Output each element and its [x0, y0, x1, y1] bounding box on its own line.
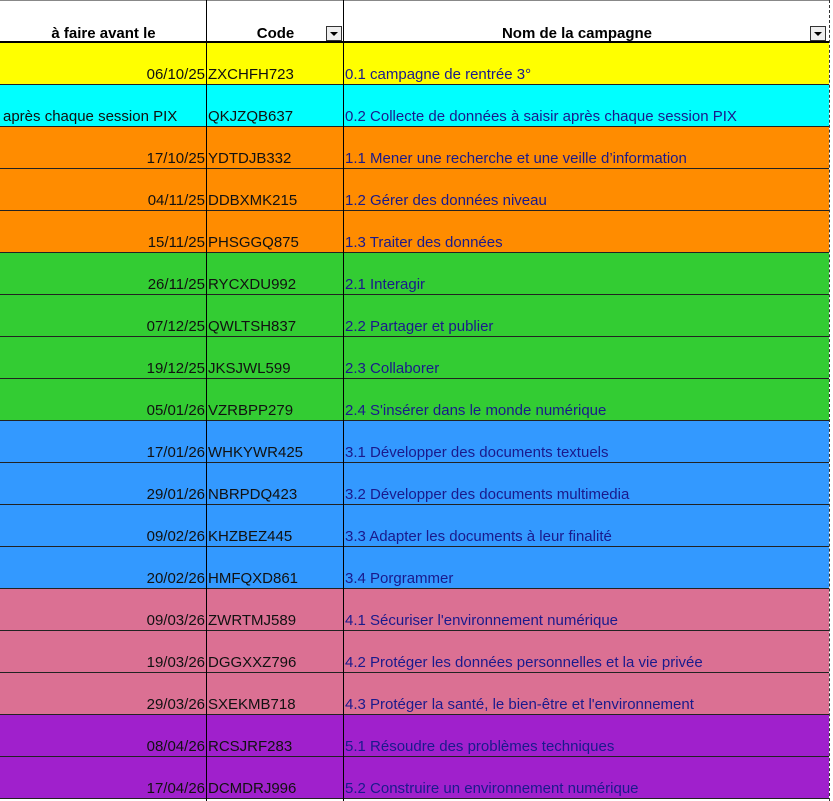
filter-dropdown-name-icon[interactable] [810, 26, 826, 41]
cell-campaign-name[interactable]: 0.1 campagne de rentrée 3° [345, 66, 532, 83]
header-campaign-name[interactable]: Nom de la campagne [501, 25, 653, 42]
cell-campaign-name[interactable]: 2.3 Collaborer [345, 360, 440, 377]
table-row: 09/03/26 ZWRTMJ589 4.1 Sécuriser l'envir… [0, 589, 829, 631]
cell-date[interactable]: 17/04/26 [146, 780, 205, 797]
cell-campaign-name[interactable]: 2.4 S'insérer dans le monde numérique [345, 402, 607, 419]
table-row: 08/04/26 RCSJRF283 5.1 Résoudre des prob… [0, 715, 829, 757]
cell-campaign-name[interactable]: 5.1 Résoudre des problèmes techniques [345, 738, 615, 755]
table-row: 29/01/26 NBRPDQ423 3.2 Développer des do… [0, 463, 829, 505]
cell-code[interactable]: NBRPDQ423 [208, 486, 298, 503]
header-code[interactable]: Code [256, 25, 295, 42]
cell-campaign-name[interactable]: 3.2 Développer des documents multimedia [345, 486, 630, 503]
cell-campaign-name[interactable]: 1.2 Gérer des données niveau [345, 192, 547, 209]
cell-date[interactable]: 20/02/26 [146, 570, 205, 587]
table-row: 15/11/25 PHSGGQ875 1.3 Traiter des donné… [0, 211, 829, 253]
header-date[interactable]: à faire avant le [51, 25, 156, 42]
cell-date[interactable]: 26/11/25 [147, 276, 205, 293]
cell-campaign-name[interactable]: 1.1 Mener une recherche et une veille d’… [345, 150, 687, 167]
cell-date[interactable]: 19/12/25 [146, 360, 205, 377]
cell-campaign-name[interactable]: 2.2 Partager et publier [345, 318, 494, 335]
cell-date[interactable]: 04/11/25 [147, 192, 205, 209]
cell-date[interactable]: 06/10/25 [146, 66, 205, 83]
cell-code[interactable]: HMFQXD861 [208, 570, 299, 587]
cell-code[interactable]: QWLTSH837 [208, 318, 297, 335]
cell-date[interactable]: après chaque session PIX [3, 108, 178, 125]
cell-campaign-name[interactable]: 3.3 Adapter les documents à leur finalit… [345, 528, 612, 545]
table-row: 07/12/25 QWLTSH837 2.2 Partager et publi… [0, 295, 829, 337]
cell-date[interactable]: 07/12/25 [146, 318, 205, 335]
table-row: 26/11/25 RYCXDU992 2.1 Interagir [0, 253, 829, 295]
cell-code[interactable]: YDTDJB332 [208, 150, 292, 167]
header-row: à faire avant le Code Nom de la campagne [0, 0, 829, 43]
cell-campaign-name[interactable]: 4.1 Sécuriser l'environnement numérique [345, 612, 619, 629]
cell-code[interactable]: VZRBPP279 [208, 402, 294, 419]
cell-code[interactable]: KHZBEZ445 [208, 528, 293, 545]
column-divider [206, 0, 207, 801]
cell-campaign-name[interactable]: 0.2 Collecte de données à saisir après c… [345, 108, 737, 125]
cell-campaign-name[interactable]: 2.1 Interagir [345, 276, 426, 293]
table-row: 05/01/26 VZRBPP279 2.4 S'insérer dans le… [0, 379, 829, 421]
table-row: 06/10/25 ZXCHFH723 0.1 campagne de rentr… [0, 43, 829, 85]
cell-date[interactable]: 17/01/26 [146, 444, 205, 461]
cell-code[interactable]: RCSJRF283 [208, 738, 293, 755]
table-row: 17/10/25 YDTDJB332 1.1 Mener une recherc… [0, 127, 829, 169]
cell-code[interactable]: RYCXDU992 [208, 276, 297, 293]
cell-code[interactable]: DCMDRJ996 [208, 780, 297, 797]
cell-date[interactable]: 09/03/26 [146, 612, 205, 629]
cell-code[interactable]: ZXCHFH723 [208, 66, 294, 83]
cell-campaign-name[interactable]: 4.3 Protéger la santé, le bien-être et l… [345, 696, 694, 713]
table-row: après chaque session PIX QKJZQB637 0.2 C… [0, 85, 829, 127]
cell-campaign-name[interactable]: 3.1 Développer des documents textuels [345, 444, 609, 461]
column-divider [343, 0, 344, 801]
table-row: 19/12/25 JKSJWL599 2.3 Collaborer [0, 337, 829, 379]
cell-code[interactable]: ZWRTMJ589 [208, 612, 297, 629]
cell-code[interactable]: DGGXXZ796 [208, 654, 297, 671]
cell-date[interactable]: 15/11/25 [147, 234, 205, 251]
cell-code[interactable]: SXEKMB718 [208, 696, 296, 713]
cell-date[interactable]: 05/01/26 [146, 402, 205, 419]
cell-date[interactable]: 08/04/26 [146, 738, 205, 755]
cell-code[interactable]: WHKYWR425 [208, 444, 304, 461]
cell-date[interactable]: 29/03/26 [146, 696, 205, 713]
table-row: 09/02/26 KHZBEZ445 3.3 Adapter les docum… [0, 505, 829, 547]
table-row: 17/01/26 WHKYWR425 3.1 Développer des do… [0, 421, 829, 463]
table-row: 17/04/26 DCMDRJ996 5.2 Construire un env… [0, 757, 829, 799]
cell-campaign-name[interactable]: 5.2 Construire un environnement numériqu… [345, 780, 639, 797]
cell-code[interactable]: JKSJWL599 [208, 360, 291, 377]
table-row: 29/03/26 SXEKMB718 4.3 Protéger la santé… [0, 673, 829, 715]
cell-date[interactable]: 09/02/26 [146, 528, 205, 545]
table-row: 20/02/26 HMFQXD861 3.4 Porgrammer [0, 547, 829, 589]
cell-campaign-name[interactable]: 1.3 Traiter des données [345, 234, 503, 251]
cell-code[interactable]: DDBXMK215 [208, 192, 298, 209]
cell-campaign-name[interactable]: 4.2 Protéger les données personnelles et… [345, 654, 703, 671]
table-row: 04/11/25 DDBXMK215 1.2 Gérer des données… [0, 169, 829, 211]
cell-date[interactable]: 17/10/25 [146, 150, 205, 167]
cell-date[interactable]: 29/01/26 [146, 486, 205, 503]
cell-date[interactable]: 19/03/26 [146, 654, 205, 671]
table-row: 19/03/26 DGGXXZ796 4.2 Protéger les donn… [0, 631, 829, 673]
cell-campaign-name[interactable]: 3.4 Porgrammer [345, 570, 454, 587]
cell-code[interactable]: PHSGGQ875 [208, 234, 299, 251]
cell-code[interactable]: QKJZQB637 [208, 108, 294, 125]
filter-dropdown-code-icon[interactable] [326, 26, 342, 41]
